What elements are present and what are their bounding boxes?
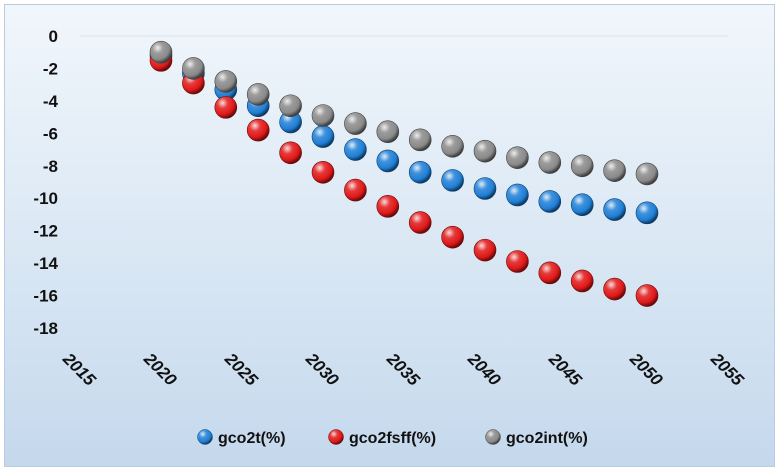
data-point-gco2t <box>570 193 594 217</box>
data-point-gco2fsff <box>214 96 238 119</box>
data-point-gco2t <box>441 169 464 192</box>
data-point-gco2fsff <box>344 178 367 202</box>
data-point-gco2t <box>473 177 497 200</box>
x-tick-label: 2030 <box>301 349 342 390</box>
data-point-gco2fsff <box>279 141 302 165</box>
x-tick-label: 2015 <box>58 349 99 390</box>
legend-label: gco2t(%) <box>218 430 286 447</box>
data-point-gco2fsff <box>473 238 497 262</box>
y-tick-label: -12 <box>33 222 58 241</box>
data-point-gco2t <box>635 201 659 225</box>
data-point-gco2int <box>344 112 367 135</box>
data-point-gco2int <box>246 83 270 106</box>
data-point-gco2t <box>506 183 529 207</box>
data-point-gco2fsff <box>376 195 400 218</box>
data-point-gco2fsff <box>538 261 562 285</box>
data-point-gco2int <box>506 146 529 169</box>
data-point-gco2fsff <box>506 250 529 273</box>
data-point-gco2int <box>635 162 659 186</box>
x-tick-label: 2025 <box>220 349 261 390</box>
y-tick-label: 0 <box>49 27 58 46</box>
legend-label: gco2int(%) <box>506 430 588 447</box>
data-point-gco2int <box>603 159 626 182</box>
x-tick-label: 2020 <box>139 349 180 390</box>
data-point-gco2int <box>214 70 238 93</box>
data-point-gco2int <box>441 135 464 158</box>
data-point-gco2fsff <box>635 284 659 307</box>
data-point-gco2fsff <box>311 160 335 184</box>
data-point-gco2int <box>149 40 173 64</box>
legend-marker <box>197 429 213 445</box>
legend-marker <box>328 429 344 445</box>
data-point-gco2t <box>376 149 400 173</box>
data-point-gco2t <box>408 160 432 184</box>
data-point-gco2int <box>473 139 497 163</box>
data-point-gco2int <box>538 151 562 174</box>
data-point-gco2fsff <box>246 118 270 142</box>
y-tick-label: -18 <box>33 319 58 338</box>
data-point-gco2int <box>279 94 302 118</box>
data-point-gco2fsff <box>603 277 626 301</box>
x-tick-label: 2040 <box>463 349 504 390</box>
data-point-gco2fsff <box>441 225 464 249</box>
data-point-gco2int <box>182 57 205 80</box>
data-point-gco2t <box>603 198 626 221</box>
data-point-gco2int <box>408 128 432 152</box>
x-tick-label: 2055 <box>706 349 747 390</box>
legend-marker <box>485 429 501 445</box>
y-tick-label: -6 <box>43 124 58 143</box>
data-point-gco2int <box>376 120 400 144</box>
data-point-gco2t <box>538 190 562 213</box>
y-tick-label: -8 <box>43 157 58 176</box>
data-point-gco2t <box>344 138 367 161</box>
data-point-gco2fsff <box>570 269 594 293</box>
x-tick-label: 2050 <box>625 349 666 390</box>
data-point-gco2fsff <box>408 211 432 234</box>
y-tick-label: -14 <box>33 254 58 273</box>
y-tick-label: -10 <box>33 189 58 208</box>
y-tick-label: -4 <box>43 92 59 111</box>
legend-label: gco2fsff(%) <box>349 430 436 447</box>
data-point-gco2int <box>311 104 335 127</box>
chart-frame <box>4 4 775 467</box>
data-point-gco2t <box>311 125 335 148</box>
x-tick-label: 2045 <box>544 349 585 390</box>
x-tick-label: 2035 <box>382 349 423 390</box>
data-point-gco2int <box>570 154 594 178</box>
y-tick-label: -2 <box>43 59 58 78</box>
y-tick-label: -16 <box>33 287 58 306</box>
